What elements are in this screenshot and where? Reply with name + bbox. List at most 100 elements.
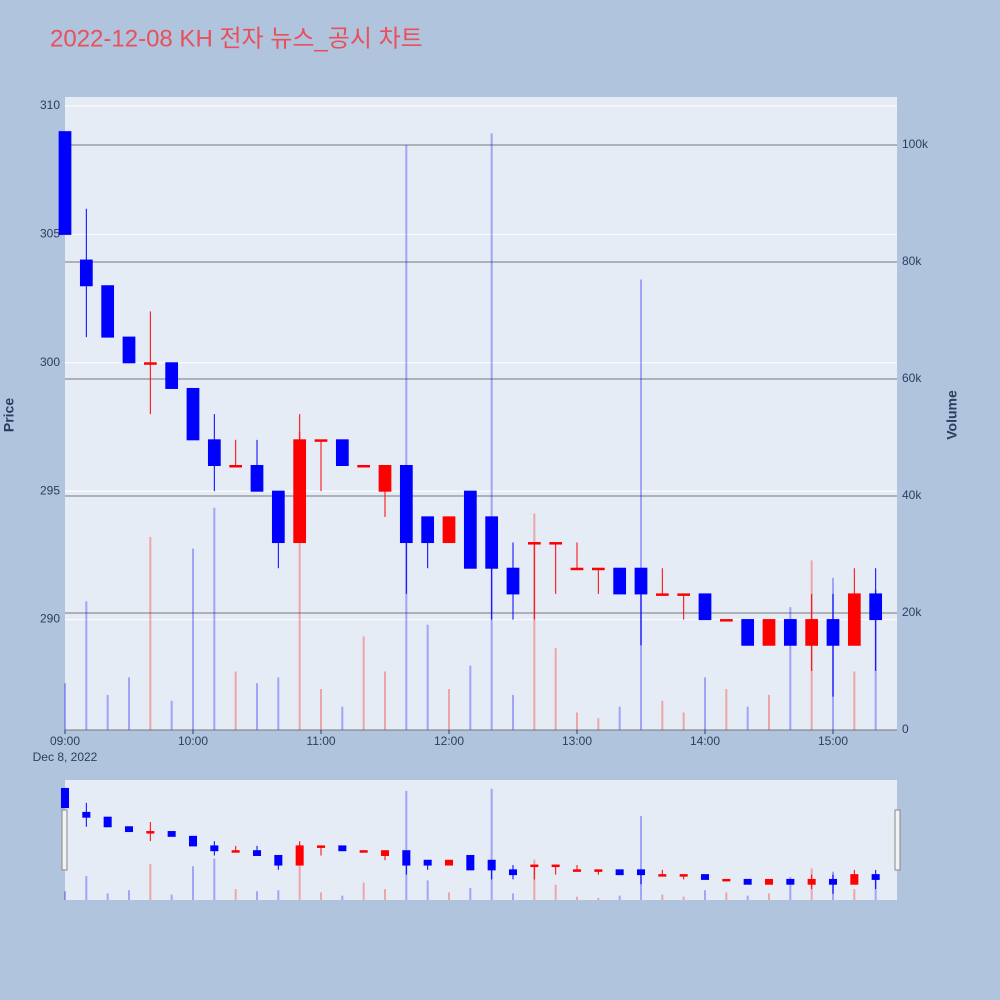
candle-body xyxy=(293,439,307,544)
volume-bar xyxy=(192,866,194,900)
candle-body xyxy=(762,619,776,646)
candle-body xyxy=(871,874,880,880)
volume-bar xyxy=(213,507,216,730)
volume-bar xyxy=(64,683,66,730)
range-handle[interactable] xyxy=(894,809,901,871)
volume-bar xyxy=(661,894,664,900)
volume-bar xyxy=(170,894,173,900)
chart-title: 2022-12-08 KH 전자 뉴스_공시 차트 xyxy=(50,25,423,52)
volume-bar xyxy=(725,689,728,730)
volume-bar xyxy=(298,431,301,730)
candle-body xyxy=(655,593,669,596)
volume-bar xyxy=(554,648,557,730)
candle-body xyxy=(826,619,840,646)
volume-bar xyxy=(426,624,429,730)
candle-body xyxy=(60,787,70,809)
candle-body xyxy=(314,439,328,442)
volume-bar xyxy=(256,891,258,900)
volume-bar xyxy=(277,677,280,730)
range-slider xyxy=(65,780,897,900)
volume-bar xyxy=(853,671,856,730)
volume-bar xyxy=(725,892,728,900)
volume-bar xyxy=(149,864,152,900)
candle-body xyxy=(530,864,539,868)
candle-body xyxy=(210,845,219,852)
candle-body xyxy=(805,619,819,646)
volume-bar xyxy=(149,536,152,730)
y-tick-label: 310 xyxy=(40,98,60,112)
candle-body xyxy=(338,845,347,852)
candle-body xyxy=(167,831,176,837)
x-tick-label: 12:00 xyxy=(434,734,464,748)
candle-body xyxy=(508,869,518,876)
volume-bar xyxy=(512,893,514,900)
candle-body xyxy=(143,362,157,365)
y-tick-label: 305 xyxy=(40,227,60,241)
candle-body xyxy=(485,516,499,569)
volume-bar xyxy=(576,896,578,900)
candle-body xyxy=(423,859,432,866)
candle-body xyxy=(380,850,390,856)
volume-bar xyxy=(405,790,408,900)
y2-axis-label: Volume xyxy=(944,390,960,440)
candle-body xyxy=(444,859,454,866)
candle-body xyxy=(207,439,221,467)
range-handle[interactable] xyxy=(61,809,68,871)
volume-bar xyxy=(682,896,685,900)
y-tick-label: 290 xyxy=(40,612,60,626)
volume-bar xyxy=(768,893,770,900)
candle-body xyxy=(421,516,435,544)
volume-bar xyxy=(704,677,706,730)
volume-bar xyxy=(490,788,493,900)
volume-bar xyxy=(618,895,621,900)
plot-area xyxy=(65,97,897,730)
candle-body xyxy=(316,845,326,848)
candle-body xyxy=(186,387,200,441)
volume-bar xyxy=(533,859,536,900)
volume-bar xyxy=(469,888,472,900)
volume-bar xyxy=(405,144,408,730)
candle-body xyxy=(570,567,584,571)
volume-bar xyxy=(704,890,706,900)
volume-bar xyxy=(640,816,642,900)
candle-body xyxy=(146,831,155,834)
candle-body xyxy=(188,835,198,847)
x-tick-label: 10:00 xyxy=(178,734,208,748)
volume-bar xyxy=(746,895,749,900)
candle-body xyxy=(271,490,285,544)
candle-body xyxy=(764,878,774,885)
candle-body xyxy=(252,850,262,856)
volume-bar xyxy=(64,891,66,900)
candle-body xyxy=(869,593,883,621)
candle-body xyxy=(549,542,563,545)
volume-bar xyxy=(384,889,386,900)
volume-bar xyxy=(362,636,365,730)
candle-body xyxy=(658,874,667,877)
candle-body xyxy=(783,619,797,646)
candle-body xyxy=(847,593,861,646)
volume-bar xyxy=(789,607,792,730)
candle-body xyxy=(722,878,731,882)
candle-body xyxy=(698,593,712,621)
volume-bar xyxy=(490,133,493,730)
candle-body xyxy=(551,864,560,868)
candle-body xyxy=(58,131,72,235)
y2-tick-label: 40k xyxy=(902,488,922,502)
candle-body xyxy=(741,619,755,646)
candle-body xyxy=(506,567,520,595)
y-tick-label: 300 xyxy=(40,355,60,369)
volume-bar xyxy=(512,694,514,730)
volume-bar xyxy=(576,712,578,730)
volume-bar xyxy=(320,689,322,730)
volume-bar xyxy=(789,877,792,900)
volume-bar xyxy=(128,890,130,900)
candle-body xyxy=(719,619,733,622)
candle-body xyxy=(636,869,646,876)
candle-body xyxy=(357,465,371,468)
volume-bar xyxy=(469,665,472,730)
volume-bar xyxy=(234,889,237,900)
y2-tick-label: 80k xyxy=(902,254,922,268)
x-date-label: Dec 8, 2022 xyxy=(33,750,98,764)
volume-bar xyxy=(661,700,664,730)
